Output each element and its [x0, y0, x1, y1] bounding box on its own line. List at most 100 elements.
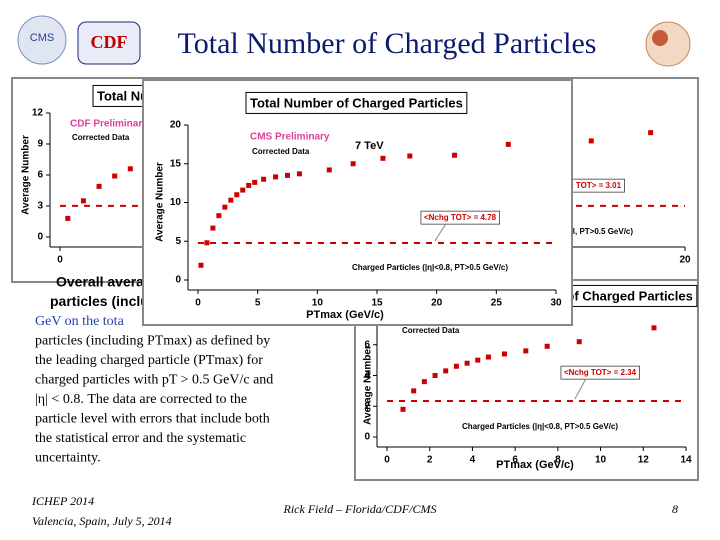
text-line: particle level with errors that include … [35, 412, 270, 427]
text-line: particles (inclu [50, 293, 149, 309]
data-point [523, 348, 529, 354]
x-axis-label: PTmax (GeV/c) [306, 309, 384, 321]
data-point [475, 357, 481, 363]
x-tick-label: 0 [195, 298, 201, 309]
text-line: |η| < 0.8. The data are corrected to the [35, 392, 247, 407]
data-point [65, 215, 71, 221]
reference-arrow [574, 378, 587, 400]
x-tick-label: 20 [431, 298, 443, 309]
data-point [432, 373, 438, 378]
data-point [96, 183, 102, 189]
x-tick-label: 0 [57, 255, 63, 266]
text-line: the leading charged particle (PTmax) for [35, 353, 263, 368]
data-point [407, 153, 413, 159]
data-point [576, 339, 582, 345]
data-point [505, 141, 511, 147]
chart-frame [142, 79, 573, 326]
y-tick-label: 4 [364, 370, 370, 381]
x-tick-label: 20 [679, 255, 691, 266]
data-point [443, 368, 449, 374]
page-number: 8 [672, 502, 678, 516]
y-tick-label: 6 [37, 170, 43, 181]
x-tick-label: 6 [512, 455, 518, 466]
x-tick-label: 15 [371, 298, 383, 309]
logo-cdf: CDF [77, 21, 141, 65]
data-point [216, 213, 222, 219]
y-tick-label: 0 [37, 232, 43, 243]
data-point [296, 171, 302, 177]
x-tick-label: 12 [638, 455, 650, 466]
data-point [453, 363, 459, 369]
x-tick-label: 10 [312, 298, 324, 309]
reference-label: <Nchg TOT> = 2.34 [564, 368, 637, 377]
reference-label: <Nchg TOT> = 3.01 [549, 181, 622, 190]
data-point [648, 130, 654, 136]
y-tick-label: 12 [32, 108, 44, 119]
data-point [222, 204, 228, 210]
data-point [112, 173, 118, 179]
chart-subtitle: CDF Preliminary [70, 119, 148, 130]
x-tick-label: 30 [550, 298, 562, 309]
y-tick-label: 3 [37, 201, 43, 212]
text-block: Overall avera particles (inclu GeV on the … [35, 274, 273, 466]
y-axis-label: Average Number [155, 162, 166, 242]
logo-cms: CMS [17, 15, 67, 65]
logo-text: CMS [30, 32, 54, 44]
logo-right [645, 21, 691, 67]
y-tick-label: 9 [37, 139, 43, 150]
y-axis-label: Average Number [21, 135, 32, 215]
front-chart: 0 5 10 15 20 0 5 10 15 20 25 30 Total Number of Char… [142, 79, 573, 326]
y-axis-label: Average Number [363, 345, 374, 425]
y-tick-label: 5 [175, 236, 181, 247]
x-tick-label: 14 [680, 455, 692, 466]
data-point [544, 343, 550, 349]
y-tick-label: 2 [364, 401, 370, 412]
footer-text: Rick Field – Florida/CDF/CMS [283, 502, 437, 516]
text-line: charged particles with pT > 0.5 GeV/c an… [35, 373, 273, 388]
y-tick-label: 0 [175, 275, 181, 286]
cut-label: Charged Particles (|η|<0.8, PT>0.5 GeV/c… [462, 422, 618, 431]
data-point [198, 262, 204, 268]
energy-label: 7 TeV [355, 140, 384, 152]
chart-note: Corrected Data [72, 133, 130, 142]
reference-box [420, 210, 500, 225]
data-point [452, 152, 458, 158]
data-point [240, 187, 246, 193]
x-tick-label: 8 [555, 455, 561, 466]
x-tick-label: 5 [255, 298, 261, 309]
y-tick-label: 20 [170, 120, 182, 131]
x-tick-label: 2 [427, 455, 433, 466]
text-line: uncertainty. [35, 451, 101, 466]
y-tick-label: 15 [170, 158, 182, 169]
text-line: GeV on the tota [35, 314, 125, 329]
reference-arrow [434, 223, 447, 242]
data-point [80, 198, 86, 204]
data-point [285, 172, 290, 178]
data-point [411, 388, 417, 394]
data-point [273, 174, 279, 180]
data-point [252, 179, 258, 185]
footer-text: ICHEP 2014 [31, 494, 94, 508]
y-tick-label: 6 [364, 339, 370, 350]
footer-text: Valencia, Spain, July 5, 2014 [32, 514, 172, 528]
chart-subtitle: CMS Preliminary [250, 132, 330, 143]
chart-note: Corrected Data [402, 326, 460, 335]
data-point [651, 325, 657, 331]
data-point [228, 197, 234, 203]
data-point [380, 155, 386, 161]
cut-label: Charged Particles (|η|<0.8, PT>0.5 GeV/c… [352, 263, 508, 272]
data-point [234, 192, 240, 198]
reference-label: <Nchg TOT> = 4.78 [424, 213, 497, 222]
data-point [350, 161, 356, 167]
x-tick-label: 25 [491, 298, 503, 309]
data-point [204, 240, 210, 246]
text-line: the statistical error and the systematic [35, 431, 246, 446]
data-point [588, 138, 594, 144]
data-point [421, 379, 427, 385]
x-tick-label: 10 [595, 455, 607, 466]
data-point [501, 351, 507, 357]
data-point [326, 167, 332, 173]
chart: 0 5 10 15 20 0 5 10 15 20 25 30 Total Number of Char… [142, 79, 573, 326]
data-point [485, 354, 491, 360]
